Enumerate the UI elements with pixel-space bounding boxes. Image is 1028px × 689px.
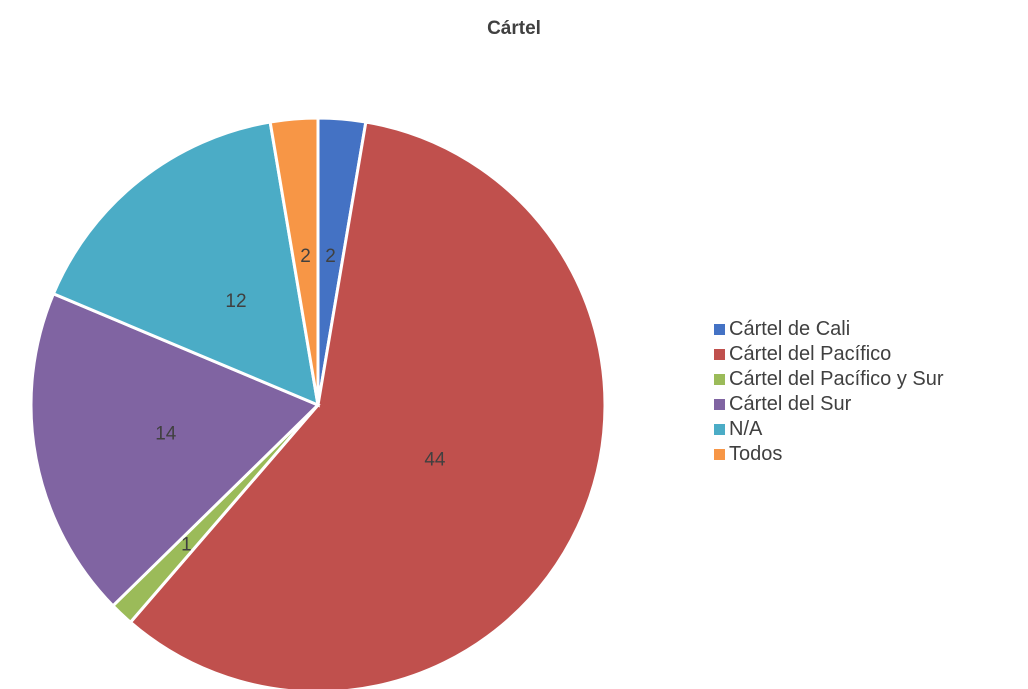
legend-label: Todos [729, 443, 783, 465]
chart-title: Cártel [487, 18, 541, 39]
legend-label: Cártel del Pacífico [729, 343, 892, 365]
legend: Cártel de Cali Cártel del Pacífico Cártel … [714, 317, 944, 467]
legend-swatch-cartel-del-sur [714, 399, 725, 410]
legend-label: Cártel del Pacífico y Sur [729, 368, 944, 390]
data-label-cartel-del-pacifico: 44 [424, 450, 446, 471]
legend-item-cartel-del-sur: Cártel del Sur [714, 392, 944, 417]
legend-label: Cártel del Sur [729, 393, 852, 415]
legend-swatch-n-a [714, 424, 725, 435]
legend-swatch-cartel-del-pacifico [714, 349, 725, 360]
legend-swatch-cartel-de-cali [714, 324, 725, 335]
legend-swatch-todos [714, 449, 725, 460]
legend-item-cartel-de-cali: Cártel de Cali [714, 317, 944, 342]
data-label-n-a: 12 [225, 291, 246, 312]
legend-label: Cártel de Cali [729, 318, 851, 340]
data-label-cartel-del-pacifico-y-sur: 1 [181, 535, 192, 556]
data-label-todos: 2 [300, 246, 311, 267]
legend-item-cartel-del-pacifico-y-sur: Cártel del Pacífico y Sur [714, 367, 944, 392]
pie-slice-cartel-del-sur [29, 291, 321, 608]
legend-item-n-a: N/A [714, 417, 944, 442]
data-label-cartel-de-cali: 2 [325, 246, 336, 267]
pie-slice-todos [268, 116, 320, 406]
legend-item-cartel-del-pacifico: Cártel del Pacífico [714, 342, 944, 367]
legend-swatch-cartel-del-pacifico-y-sur [714, 374, 725, 385]
pie-slice-cartel-del-pacifico [128, 120, 607, 689]
pie-slice-n-a [51, 120, 320, 408]
legend-label: N/A [729, 418, 763, 440]
data-label-cartel-del-sur: 14 [155, 424, 177, 445]
legend-item-todos: Todos [714, 442, 944, 467]
